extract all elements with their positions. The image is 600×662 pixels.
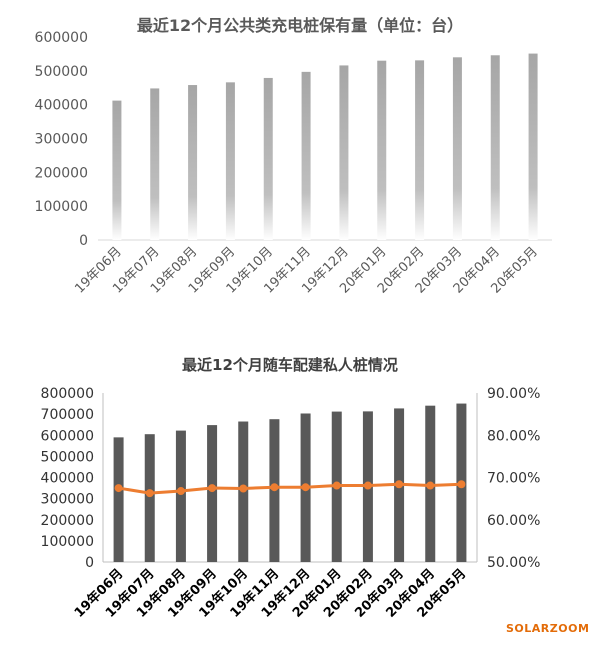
chart1-bar [528, 53, 538, 240]
chart2-ratio-line-path [118, 482, 462, 495]
chart2-ratio-point [363, 481, 372, 490]
chart2-left-y-tick-label: 200000 [41, 513, 94, 529]
chart2-ratio-point [301, 483, 310, 492]
chart2-right-y-axis-ticks: 50.00% 60.00% 70.00% 80.00% 90.00% [487, 386, 540, 571]
chart2-right-y-tick-label: 90.00% [487, 386, 540, 402]
chart2-ratio-point [457, 480, 466, 489]
chart1-bar [490, 55, 500, 240]
chart1-bar [188, 85, 198, 240]
chart2-right-y-tick-label: 50.00% [487, 555, 540, 571]
chart2-x-axis-labels: 19年06月19年07月19年08月19年09月19年10月19年11月19年1… [71, 566, 469, 621]
chart1-bar [339, 65, 349, 240]
chart1-bars [112, 53, 538, 241]
chart2-left-y-tick-label: 300000 [41, 492, 94, 508]
chart2-ratio-point [239, 484, 248, 493]
chart2-left-y-tick-label: 0 [85, 555, 94, 571]
chart1-title: 最近12个月公共类充电桩保有量（单位：台） [137, 16, 463, 35]
chart1-x-axis-labels: 19年06月19年07月19年08月19年09月19年10月19年11月19年1… [72, 244, 541, 296]
chart-private-piles-with-vehicles: 最近12个月随车配建私人桩情况 0 100000 200000 300000 40000… [41, 356, 541, 621]
chart2-bar [175, 430, 186, 562]
chart2-left-y-tick-label: 400000 [41, 471, 94, 487]
chart1-y-tick-label: 600000 [35, 30, 88, 46]
chart2-ratio-point [145, 489, 154, 498]
watermark-logo: SOLARZOOM [506, 622, 589, 635]
chart1-bar [452, 57, 462, 240]
chart1-y-tick-label: 500000 [35, 64, 88, 80]
chart2-left-y-axis-ticks: 0 100000 200000 300000 400000 500000 600000 700… [41, 386, 94, 571]
chart1-bar [112, 100, 122, 241]
chart1-y-axis-ticks: 0 100000 200000 300000 400000 500000 600000 [35, 30, 88, 249]
chart2-ratio-point [176, 487, 185, 496]
chart1-bar [415, 60, 425, 240]
chart2-ratio-line [114, 480, 466, 498]
chart2-bar [113, 437, 124, 562]
chart1-bar [377, 60, 387, 240]
chart2-right-y-tick-label: 80.00% [487, 428, 540, 444]
chart2-right-y-tick-label: 70.00% [487, 471, 540, 487]
chart2-left-y-tick-label: 100000 [41, 534, 94, 550]
chart2-ratio-point [270, 483, 279, 492]
chart1-bar [225, 82, 235, 240]
chart2-ratio-point [426, 481, 435, 490]
chart1-y-tick-label: 200000 [35, 165, 88, 181]
chart2-left-y-tick-label: 800000 [41, 386, 94, 402]
chart1-bar [150, 88, 160, 240]
chart2-title: 最近12个月随车配建私人桩情况 [182, 356, 398, 374]
chart2-left-y-tick-label: 500000 [41, 449, 94, 465]
chart2-bar [207, 425, 218, 562]
chart2-left-y-tick-label: 600000 [41, 428, 94, 444]
chart1-y-tick-label: 400000 [35, 98, 88, 114]
chart2-ratio-point [395, 480, 404, 489]
chart2-ratio-point [208, 484, 217, 493]
chart2-right-y-tick-label: 60.00% [487, 513, 540, 529]
chart2-ratio-point [332, 481, 341, 490]
chart1-y-tick-label: 100000 [35, 199, 88, 215]
chart1-y-tick-label: 0 [79, 233, 88, 249]
chart2-left-y-tick-label: 700000 [41, 407, 94, 423]
chart-public-charging-piles: 最近12个月公共类充电桩保有量（单位：台） 0 100000 200000 30000… [35, 16, 552, 297]
chart1-bar [301, 71, 311, 241]
chart2-ratio-point [114, 484, 123, 493]
chart2-bar [144, 434, 155, 562]
chart1-bar [263, 77, 273, 241]
chart2-bars [113, 403, 467, 562]
chart1-y-tick-label: 300000 [35, 132, 88, 148]
